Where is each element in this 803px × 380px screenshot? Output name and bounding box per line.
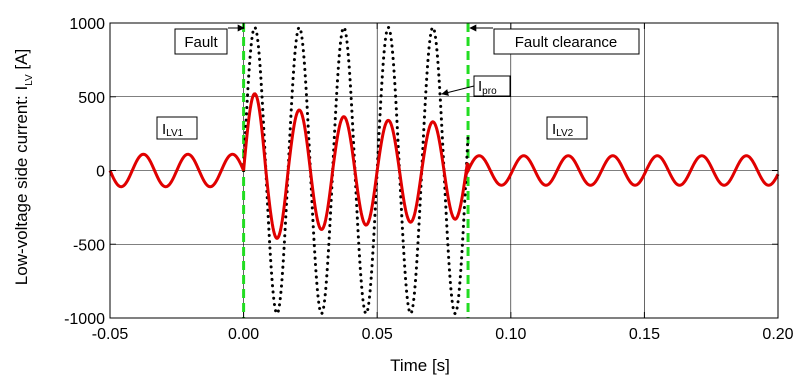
fault-annotation: Fault xyxy=(174,24,245,55)
x-tick-label: 0.15 xyxy=(629,326,660,343)
fault-label: Fault xyxy=(184,34,218,51)
y-tick-label: 1000 xyxy=(69,16,105,33)
fault-clearance-label-box xyxy=(493,28,640,55)
ilv1-annotation: ILV1 xyxy=(156,116,198,140)
tick-marks xyxy=(109,22,779,319)
x-tick-label: 0.20 xyxy=(762,326,793,343)
series-line-ipro xyxy=(242,25,470,316)
ipro-label: Ipro xyxy=(478,78,497,97)
x-axis-title: Time [s] xyxy=(390,356,450,375)
fault-clearance-label: Fault clearance xyxy=(515,34,618,51)
ilv1-label: ILV1 xyxy=(162,121,184,139)
y-tick-label: 500 xyxy=(78,90,105,107)
x-tick-label: 0.10 xyxy=(495,326,526,343)
y-tick-label: -1000 xyxy=(64,311,105,328)
ipro-arrow xyxy=(441,85,475,96)
ilv2-annotation: ILV2 xyxy=(546,116,588,140)
ilv2-label: ILV2 xyxy=(552,121,574,139)
x-tick-label: 0.00 xyxy=(228,326,259,343)
x-tick-label: 0.05 xyxy=(362,326,393,343)
ilv1-label-box xyxy=(156,116,198,140)
y-axis-title: Low-voltage side current: ILV [A] xyxy=(12,49,35,285)
y-tick-label: 0 xyxy=(96,164,105,181)
fault-label-box xyxy=(174,28,228,55)
fault-clearance-annotation: Fault clearance xyxy=(469,24,640,55)
x-tick-label: -0.05 xyxy=(92,326,129,343)
ipro-annotation: Ipro xyxy=(441,75,511,97)
y-tick-label: -500 xyxy=(73,237,105,254)
series-line-ilv xyxy=(108,92,780,240)
ilv2-label-box xyxy=(546,116,588,140)
tick-labels: -0.05 0.00 0.05 0.10 0.15 0.20 -1000 -500 0 500 10… xyxy=(64,16,794,343)
